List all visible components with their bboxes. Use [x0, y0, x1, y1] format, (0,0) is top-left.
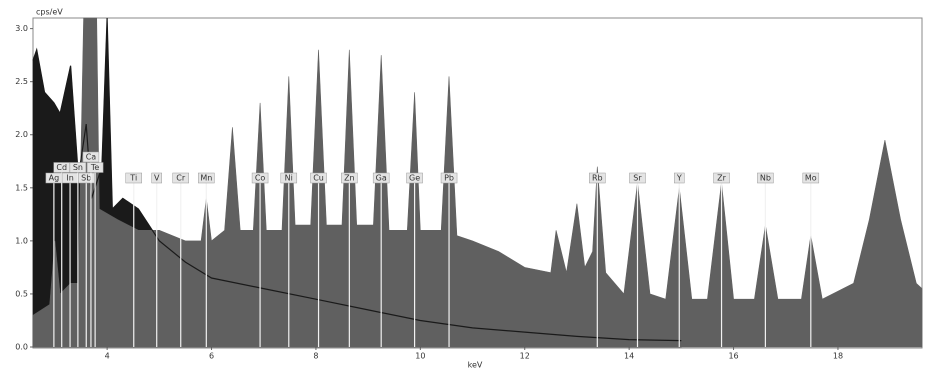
- element-box: [251, 172, 269, 184]
- y-tick-label: 3.0: [15, 24, 28, 33]
- element-box: [589, 172, 606, 184]
- element-label: Ag: [49, 174, 60, 183]
- x-tick-label: 8: [313, 352, 318, 361]
- element-label: Sr: [633, 174, 642, 183]
- element-box: [440, 172, 458, 184]
- element-box: [629, 172, 646, 184]
- element-box: [280, 172, 298, 184]
- y-tick-label: 0.0: [15, 343, 28, 352]
- spectrum-area: [32, 17, 923, 348]
- spectrum-line: [32, 17, 682, 342]
- element-box: [82, 151, 100, 163]
- x-tick-label: 14: [624, 352, 634, 361]
- element-label: V: [154, 174, 160, 183]
- x-tick-label: 10: [415, 352, 425, 361]
- element-label: Ga: [376, 174, 387, 183]
- element-box: [674, 172, 685, 184]
- y-tick-label: 2.5: [15, 77, 28, 86]
- element-label: Co: [255, 174, 266, 183]
- element-box: [125, 172, 142, 184]
- element-label: Cu: [313, 174, 324, 183]
- x-axis-label: keV: [468, 361, 483, 370]
- element-label: Ti: [129, 174, 137, 183]
- element-label: Zn: [344, 174, 355, 183]
- element-box: [406, 172, 423, 184]
- element-label: Cd: [56, 163, 67, 172]
- element-box: [310, 172, 327, 184]
- element-label: In: [66, 174, 73, 183]
- element-label: Pb: [444, 174, 454, 183]
- element-label: Nb: [760, 174, 771, 183]
- element-box: [151, 172, 162, 184]
- y-axis-label: cps/eV: [36, 8, 63, 17]
- x-tick-label: 18: [833, 352, 843, 361]
- x-tick-label: 4: [105, 352, 110, 361]
- element-box: [372, 172, 390, 184]
- y-tick-label: 2.0: [15, 130, 28, 139]
- element-box: [757, 172, 774, 184]
- element-label: Rb: [592, 174, 603, 183]
- element-label: Ge: [409, 174, 420, 183]
- element-box: [198, 172, 215, 184]
- element-box: [69, 162, 87, 173]
- element-label: Sb: [81, 174, 91, 183]
- element-box: [77, 172, 95, 184]
- element-label: Mn: [200, 174, 212, 183]
- element-box: [713, 172, 730, 184]
- y-tick-label: 1.5: [15, 183, 28, 192]
- element-label: Ni: [285, 174, 293, 183]
- x-tick-label: 6: [209, 352, 214, 361]
- element-label: Te: [90, 163, 100, 172]
- x-tick-label: 16: [728, 352, 738, 361]
- element-label: Zr: [717, 174, 726, 183]
- element-box: [86, 162, 104, 173]
- element-label: Y: [676, 174, 682, 183]
- element-box: [802, 172, 820, 184]
- element-box: [172, 172, 189, 184]
- element-box: [341, 172, 358, 184]
- y-tick-label: 1.0: [15, 236, 28, 245]
- element-label: Mo: [805, 174, 817, 183]
- y-tick-label: 0.5: [15, 289, 28, 298]
- element-label: Cr: [176, 174, 186, 183]
- x-tick-label: 12: [520, 352, 530, 361]
- element-label: Ca: [86, 153, 97, 162]
- element-label: Sn: [73, 163, 83, 172]
